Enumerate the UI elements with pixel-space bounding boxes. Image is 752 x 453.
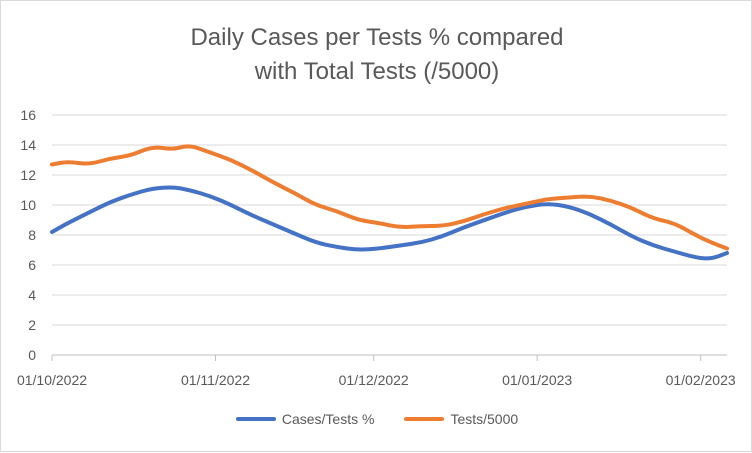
- x-tick-label: 01/12/2022: [339, 372, 409, 388]
- chart-title-line1: Daily Cases per Tests % compared: [190, 24, 564, 51]
- y-tick-label: 10: [20, 197, 36, 213]
- legend-swatch-tests: [404, 417, 445, 421]
- series-line-tests-per-5000: [50, 144, 729, 251]
- x-tick-label: 01/10/2022: [17, 372, 87, 388]
- y-tick-label: 8: [28, 227, 36, 243]
- legend-label-cases: Cases/Tests %: [281, 411, 375, 427]
- chart-title-line2: with Total Tests (/5000): [254, 58, 500, 85]
- y-tick-label: 2: [28, 317, 36, 333]
- y-tick-label: 14: [20, 137, 36, 153]
- x-tick-label: 01/01/2023: [502, 372, 572, 388]
- y-tick-label: 12: [20, 167, 36, 183]
- series-line-cases-per-tests: [50, 185, 729, 261]
- chart-legend: Cases/Tests % Tests/5000: [1, 411, 752, 427]
- y-tick-label: 6: [28, 257, 36, 273]
- legend-swatch-cases: [235, 417, 276, 421]
- legend-item-tests: Tests/5000: [404, 411, 518, 427]
- y-tick-label: 4: [28, 287, 36, 303]
- y-tick-label: 16: [20, 107, 36, 123]
- y-tick-label: 0: [28, 347, 36, 363]
- legend-label-tests: Tests/5000: [450, 411, 519, 427]
- legend-item-cases: Cases/Tests %: [235, 411, 375, 427]
- x-tick-label: 01/02/2023: [666, 372, 736, 388]
- x-tick-label: 01/11/2022: [181, 372, 250, 388]
- chart-title: Daily Cases per Tests % compared with To…: [1, 21, 752, 89]
